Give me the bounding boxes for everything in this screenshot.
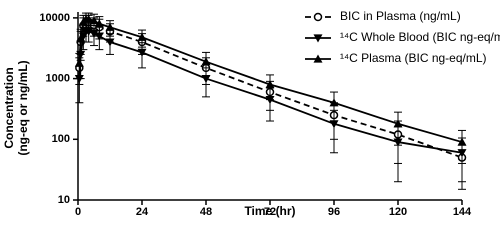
x-tick-label: 120: [389, 206, 407, 218]
legend-marker: [313, 54, 323, 63]
y-tick-label: 10: [58, 194, 70, 206]
x-tick-label: 144: [453, 206, 472, 218]
marker: [84, 14, 94, 23]
marker: [74, 58, 84, 67]
marker: [94, 19, 104, 28]
y-tick-label: 100: [52, 133, 70, 145]
x-tick-label: 24: [136, 206, 149, 218]
x-tick-label: 96: [328, 206, 340, 218]
x-tick-label: 0: [75, 206, 81, 218]
legend-marker: [313, 12, 323, 22]
legend-marker: [313, 34, 323, 43]
marker: [265, 79, 275, 89]
marker: [89, 30, 99, 39]
x-tick-label: 48: [200, 206, 212, 218]
y-axis-label: (ng-eq or ng/mL): [16, 60, 30, 155]
chart: Time (hr) Concentration (ng-eq or ng/mL)…: [2, 9, 500, 218]
x-axis-label: Time (hr): [244, 204, 295, 218]
x-tick-label: 72: [264, 206, 276, 218]
marker: [89, 16, 99, 25]
legend-label: ¹⁴C Plasma (BIC ng-eq/mL): [340, 51, 487, 65]
marker: [329, 98, 339, 107]
marker: [105, 38, 115, 47]
y-tick-label: 1000: [46, 72, 70, 84]
marker: [201, 74, 211, 84]
marker: [137, 32, 147, 41]
y-axis-label: Concentration: [2, 67, 16, 148]
marker: [329, 120, 339, 129]
marker: [137, 48, 147, 57]
y-tick-label: 10000: [39, 12, 70, 24]
marker: [105, 22, 115, 31]
legend-label: BIC in Plasma (ng/mL): [340, 9, 461, 23]
marker: [76, 34, 86, 43]
marker: [393, 119, 403, 128]
marker: [457, 137, 467, 146]
legend-label: ¹⁴C Whole Blood (BIC ng-eq/mL): [340, 30, 500, 44]
marker: [94, 32, 104, 41]
marker: [84, 27, 94, 36]
marker: [201, 57, 211, 66]
